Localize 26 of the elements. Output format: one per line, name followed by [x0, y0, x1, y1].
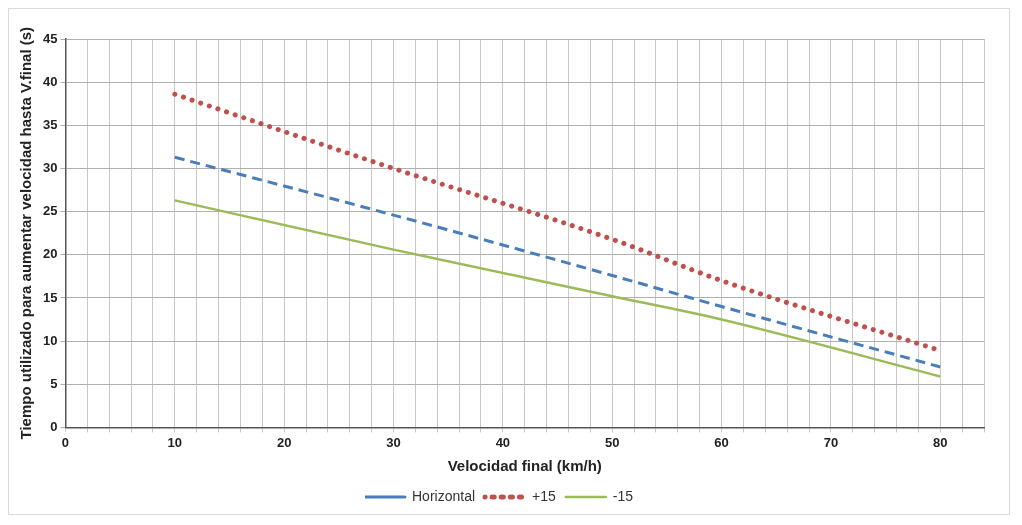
legend-label: Horizontal: [412, 487, 476, 504]
x-tick-label: 20: [276, 434, 292, 450]
line-series: [173, 199, 942, 378]
x-tick-label: 0: [61, 434, 70, 450]
legend-label: -15: [612, 487, 634, 504]
legend-label: +15: [532, 487, 556, 504]
y-tick-label: 45: [42, 30, 58, 46]
x-tick-label: 80: [933, 434, 948, 450]
y-tick-label: 10: [42, 332, 58, 348]
y-tick-label: 0: [50, 418, 58, 434]
y-axis-title: Tiempo utilizado para aumentar velocidad hasta V.final (s): [17, 26, 35, 440]
x-tick-label: 50: [604, 434, 620, 450]
x-tick-label: 40: [495, 434, 511, 450]
x-tick-label: 70: [823, 434, 839, 450]
y-tick-label: 25: [42, 203, 58, 219]
y-tick-label: 35: [42, 116, 58, 132]
y-tick-label: 30: [42, 160, 58, 176]
y-tick-label: 20: [42, 246, 58, 262]
y-tick-label: 15: [42, 289, 58, 305]
x-tick-label: 60: [714, 434, 729, 450]
x-tick-label: 10: [167, 434, 183, 450]
x-axis-title: Velocidad final (km/h): [447, 457, 602, 475]
y-tick-label: 5: [50, 375, 58, 391]
y-tick-label: 40: [42, 73, 58, 89]
x-tick-label: 30: [386, 434, 401, 450]
line-series: [173, 155, 942, 369]
